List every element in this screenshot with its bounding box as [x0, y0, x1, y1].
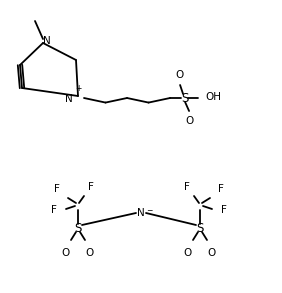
Text: OH: OH [205, 92, 221, 102]
Text: S: S [181, 91, 189, 105]
Text: N: N [137, 208, 145, 218]
Text: F: F [51, 205, 57, 215]
Text: O: O [185, 116, 193, 126]
Text: O: O [86, 248, 94, 258]
Text: +: + [75, 84, 81, 93]
Text: S: S [74, 222, 82, 234]
Text: F: F [184, 182, 190, 192]
Text: F: F [218, 184, 224, 194]
Text: F: F [88, 182, 94, 192]
Text: O: O [184, 248, 192, 258]
Text: F: F [221, 205, 227, 215]
Text: O: O [208, 248, 216, 258]
Text: −: − [146, 207, 152, 215]
Text: S: S [196, 222, 204, 234]
Text: O: O [62, 248, 70, 258]
Text: N: N [43, 36, 51, 46]
Text: O: O [175, 70, 183, 80]
Text: F: F [54, 184, 60, 194]
Text: N: N [65, 94, 73, 104]
